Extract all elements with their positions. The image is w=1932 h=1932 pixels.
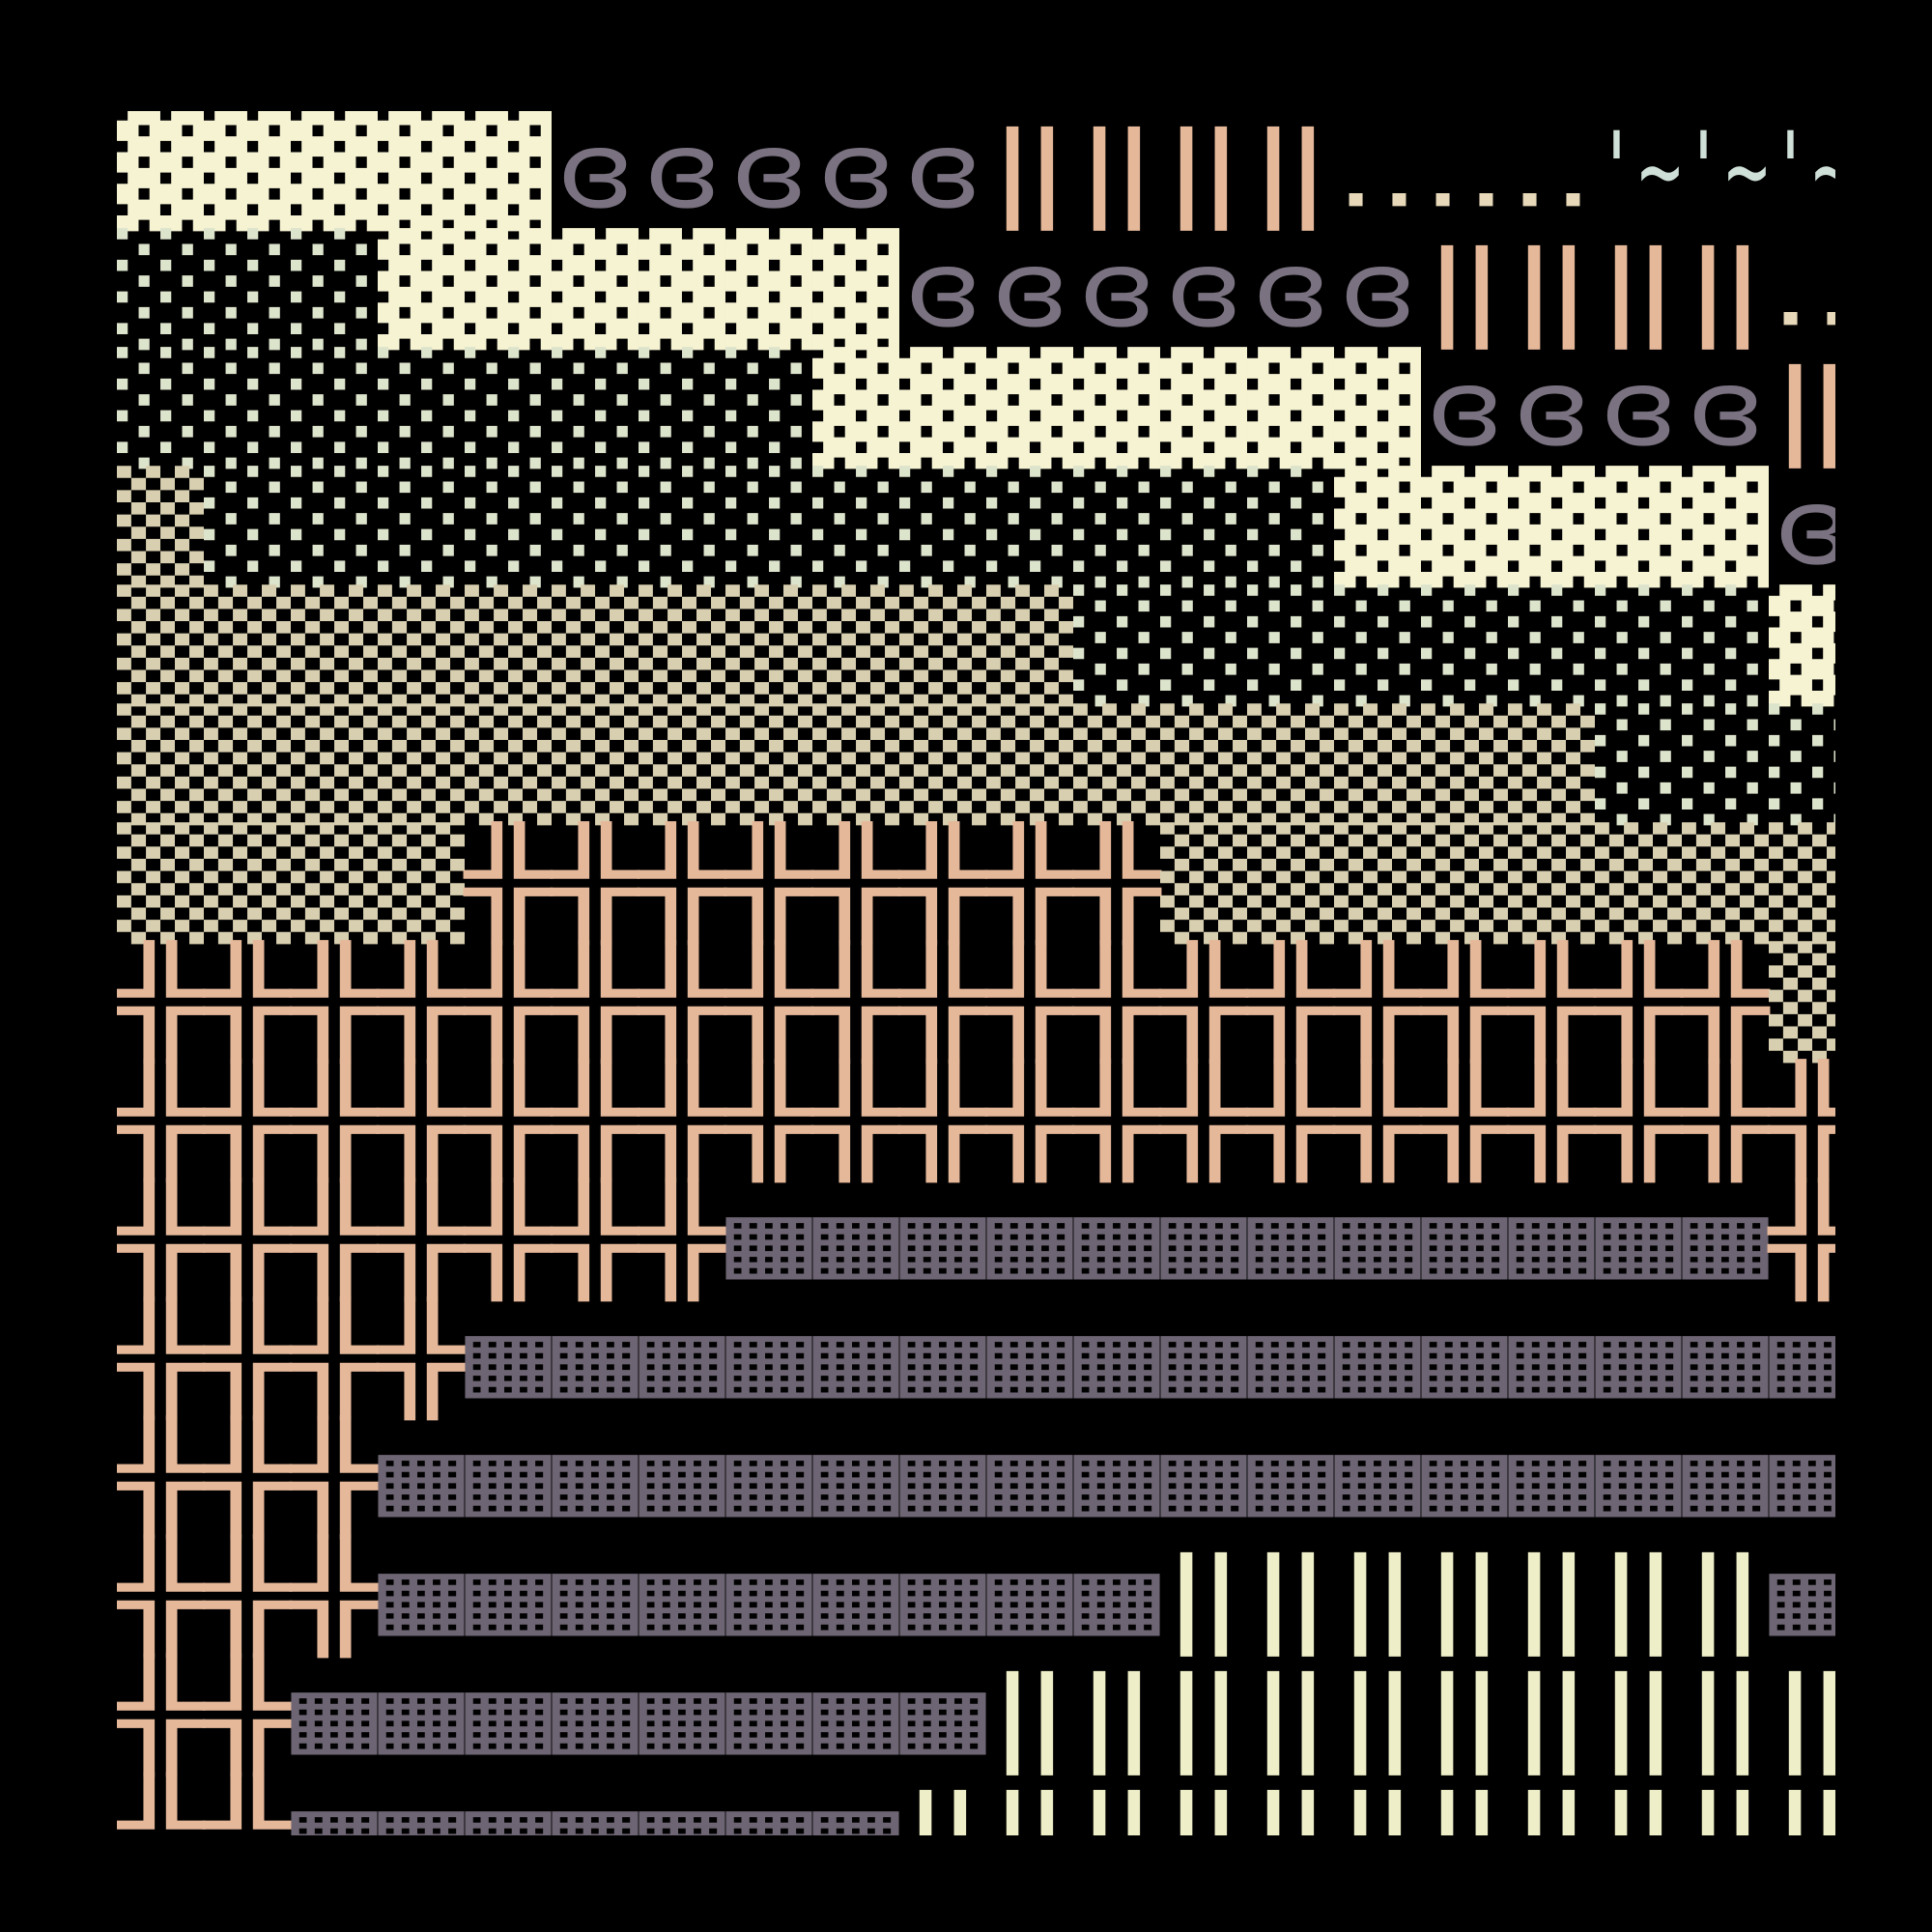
cell-run: '~'~'~ [1595, 110, 1856, 231]
cell-run: ░░░ [1595, 702, 1856, 825]
cell-run: ▓▓▓▓▓▓▓ [812, 346, 1422, 469]
cell-run: ‖‖‖‖ [1421, 229, 1769, 350]
cell-run: ░░░░░░░░ [1073, 583, 1769, 706]
cell-run: ▦▦▦▦▦▦▦ [291, 1774, 899, 1894]
cell-run: ▦ [1769, 1536, 1856, 1657]
cell-run: ▦▦▦▦▦▦▦▦ [291, 1655, 986, 1776]
cell-run: ╬╬╬╬╬╬╬ [114, 1177, 727, 1301]
cell-run: ░░░░░░░░ [117, 346, 812, 469]
cell-run: ɞɞɞɞ [1421, 348, 1769, 469]
cell-run: ╬ [1766, 1177, 1858, 1301]
cell-run: ░░░ [117, 227, 378, 350]
cell-run: ɞɞɞɞɞɞ [899, 229, 1421, 350]
cell-run: ╬╬ [114, 1771, 294, 1895]
cell-run: ‖‖‖‖ [986, 110, 1334, 231]
cell-run: ‖‖‖‖‖‖‖ [1160, 1536, 1769, 1657]
cell-run: ▒▒▒▒ [117, 821, 465, 944]
cell-run: ‖‖‖‖‖‖‖‖‖‖‖ [899, 1774, 1856, 1894]
cell-run: ▒ [1769, 940, 1856, 1063]
cell-run: ▦▦▦▦▦▦▦▦▦▦▦▦▦▦▦▦ [465, 1298, 1856, 1419]
cell-run: ╬╬╬ [114, 1533, 380, 1658]
cell-run: ɞɞɞɞɞ [552, 110, 986, 231]
cell-run: ▓▓▓▓▓▓ [378, 227, 900, 350]
cell-run: ▒ [117, 465, 204, 587]
cell-run: ‥ [1769, 229, 1856, 350]
cell-run: ▒▒▒▒▒▒▒▒▒▒▒ [117, 583, 1073, 706]
cell-run: ╬╬╬╬╬╬╬╬ [462, 820, 1163, 945]
cell-run: ▦▦▦▦▦▦▦▦▦▦▦▦ [725, 1179, 1769, 1300]
cell-run: ▓ [1769, 583, 1857, 706]
cell-run: ▦▦▦▦▦▦▦▦▦▦▦▦▦▦▦▦▦ [378, 1417, 1856, 1538]
cell-run: ▓▓▓▓▓ [1334, 465, 1770, 587]
cell-run: ╬╬╬ [114, 1414, 380, 1539]
cell-run: ▓▓▓▓▓ [117, 108, 553, 231]
cell-run: ▦▦▦▦▦▦▦▦▦ [378, 1536, 1160, 1657]
cell-run: ▒▒▒▒▒▒▒▒▒▒▒▒▒▒▒▒▒ [117, 702, 1595, 825]
cell-run: ‥‥‥ [1334, 110, 1595, 231]
cell-run: ░░░░░░░░░░░░░ [204, 465, 1334, 587]
cell-run: ‖ [1769, 348, 1856, 469]
cell-run: ▒▒▒▒▒▒▒▒ [1160, 821, 1856, 944]
cell-run: ╬╬ [114, 1652, 294, 1776]
cell-run: ╬╬╬╬ [114, 1295, 467, 1420]
cell-run: ╬╬╬╬╬╬╬╬╬╬╬╬╬╬╬╬╬╬╬╬ [114, 1058, 1858, 1182]
cell-run: ‖‖‖‖‖‖‖‖‖‖ [986, 1655, 1856, 1776]
cell-run: ɞ [1769, 467, 1856, 587]
cell-grid: ▓▓▓▓▓ ɞɞɞɞɞ ‖‖‖‖ ‥‥‥ '~'~'~░░░ ▓▓▓▓▓▓ ɞɞɞɞɞɞ ‖‖… [114, 108, 1858, 1895]
cell-run: ╬╬╬╬╬╬╬╬╬╬╬╬╬╬╬╬╬╬╬ [114, 939, 1771, 1064]
